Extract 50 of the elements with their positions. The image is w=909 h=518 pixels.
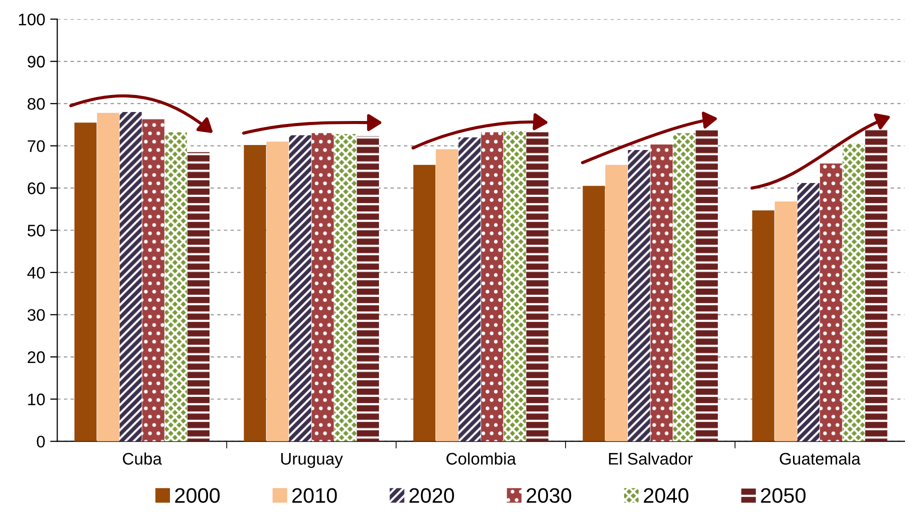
bar — [582, 186, 605, 442]
bar — [673, 133, 696, 442]
bar — [120, 112, 142, 442]
x-tick-label: Guatemala — [780, 452, 860, 465]
legend-label: 2010 — [292, 488, 337, 503]
bar — [164, 132, 187, 442]
x-tick-label: Colombia — [446, 452, 516, 465]
y-tick-label: 50 — [28, 224, 45, 236]
bar — [413, 164, 436, 442]
y-tick-label: 30 — [28, 309, 45, 321]
bar — [244, 144, 266, 442]
legend-label: 2020 — [410, 488, 454, 503]
bar — [504, 131, 526, 442]
bar — [356, 136, 379, 442]
bar — [436, 149, 458, 442]
bar — [312, 133, 334, 442]
legend-label: 2030 — [526, 488, 572, 503]
bar — [628, 150, 650, 442]
x-tick-label: Uruguay — [281, 453, 343, 468]
bar — [266, 142, 289, 442]
y-tick-label: 10 — [28, 394, 45, 406]
bar — [142, 119, 164, 442]
y-tick-label: 20 — [28, 351, 45, 364]
bar — [187, 152, 210, 442]
bar — [774, 202, 797, 442]
legend-label: 2050 — [761, 488, 806, 503]
y-tick-label: 60 — [28, 182, 45, 194]
x-tick-label: El Salvador — [609, 452, 693, 465]
bar — [289, 135, 312, 442]
bar — [797, 182, 820, 442]
x-tick-label: Cuba — [122, 452, 162, 465]
bar — [752, 210, 774, 442]
bar — [650, 144, 673, 442]
bar — [526, 132, 548, 442]
y-tick-label: 100 — [18, 14, 45, 26]
bar — [458, 137, 481, 442]
bar — [334, 134, 356, 442]
bar — [820, 164, 842, 442]
y-tick-label: 0 — [36, 436, 45, 448]
legend-label: 2000 — [175, 488, 220, 503]
bar — [481, 132, 504, 442]
y-tick-label: 70 — [28, 140, 45, 152]
legend-label: 2040 — [644, 488, 688, 503]
bar — [842, 144, 865, 442]
y-tick-label: 40 — [27, 266, 45, 279]
y-tick-label: 90 — [28, 56, 45, 68]
y-tick-label: 80 — [28, 98, 45, 110]
bar — [97, 112, 120, 442]
bar — [605, 164, 628, 442]
bar — [74, 122, 97, 442]
